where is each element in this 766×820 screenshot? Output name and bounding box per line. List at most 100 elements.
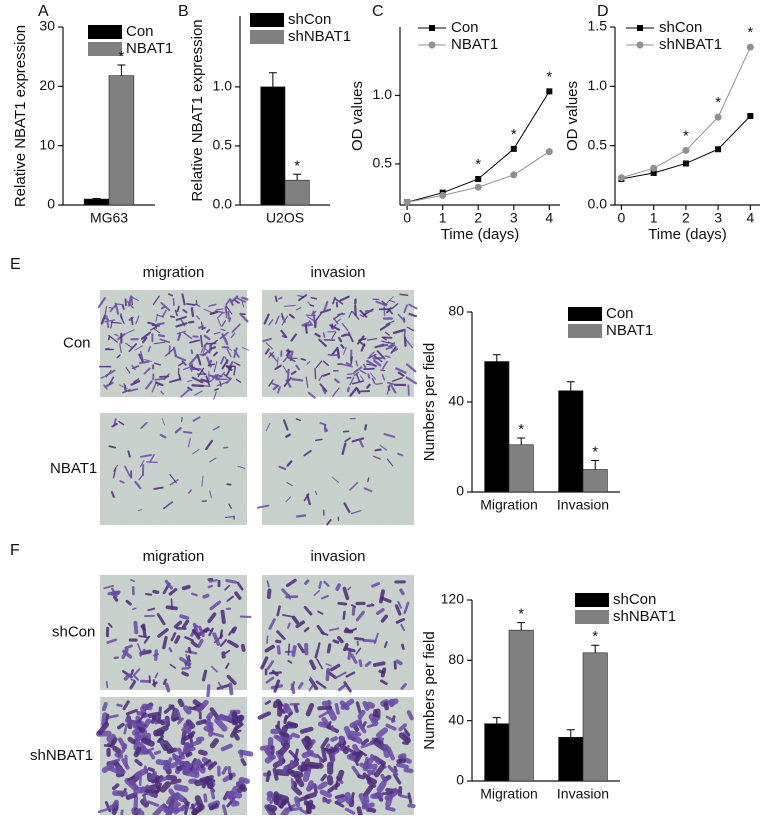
x-axis-label: Time (days) [441, 226, 520, 243]
cell [186, 708, 189, 712]
cell [159, 335, 164, 336]
cell [341, 739, 342, 742]
legend-marker [637, 42, 644, 49]
cell [275, 770, 277, 779]
error-bar [269, 73, 277, 87]
micrograph [99, 697, 251, 815]
error-bar [591, 645, 599, 653]
cell [400, 294, 408, 295]
cell [154, 680, 155, 686]
cell [283, 811, 286, 815]
cell [141, 789, 143, 792]
cell [339, 638, 342, 642]
bar [559, 737, 583, 781]
significance: * [518, 421, 524, 438]
cell [126, 675, 129, 679]
cell [352, 733, 359, 735]
cell [339, 773, 341, 779]
y-axis-label: Numbers per field [421, 343, 438, 461]
cell [142, 626, 144, 629]
cell [383, 669, 385, 675]
cell [208, 686, 209, 697]
cell [270, 672, 281, 673]
legend-marker [637, 25, 643, 31]
cell [163, 784, 168, 789]
cell [162, 742, 165, 743]
cell [324, 333, 325, 337]
cell [380, 784, 384, 790]
legend-marker [429, 25, 435, 31]
y-tick-label: 0 [456, 483, 464, 499]
cell [364, 640, 375, 641]
cell [329, 750, 336, 752]
cell [204, 596, 207, 597]
cell [122, 811, 123, 815]
micrograph-grain [100, 413, 247, 525]
cell [405, 338, 406, 346]
cell [192, 364, 193, 371]
legend-swatch [88, 25, 122, 39]
cell [339, 798, 345, 801]
error-bar [591, 461, 599, 470]
cell [208, 718, 209, 725]
cell [319, 707, 330, 708]
cell [192, 308, 193, 316]
error-bar [517, 623, 525, 631]
cell [106, 715, 108, 723]
cell [115, 597, 117, 600]
cell [164, 638, 166, 648]
bar [109, 76, 134, 205]
cell [337, 796, 343, 798]
cell [269, 793, 270, 799]
cell [156, 323, 163, 324]
cell [292, 379, 302, 380]
micrograph [100, 413, 247, 525]
x-tick-label: MG63 [90, 210, 128, 226]
cell [243, 646, 244, 650]
cell [171, 316, 174, 317]
cell [294, 618, 297, 623]
panel-letter: C [372, 3, 384, 20]
cell [401, 590, 403, 593]
legend-label: shNBAT1 [613, 608, 676, 625]
bar [509, 630, 533, 781]
cell [363, 740, 367, 743]
cell [213, 741, 217, 746]
cell [166, 810, 170, 812]
cell [351, 357, 352, 364]
x-tick-label: 2 [682, 210, 690, 226]
cell [177, 787, 186, 789]
cell [310, 764, 321, 766]
legend-swatch [568, 324, 602, 338]
cell [186, 749, 194, 751]
point [475, 176, 481, 182]
cell [145, 707, 150, 708]
cell [119, 769, 123, 772]
cell [241, 780, 247, 782]
error-bar [117, 65, 125, 76]
cell [339, 338, 341, 341]
cell [375, 663, 384, 665]
cell [293, 774, 300, 775]
cell [211, 805, 216, 808]
cell [339, 603, 346, 604]
cell [206, 728, 211, 730]
cell [149, 676, 150, 682]
cell [278, 647, 279, 653]
cell [183, 732, 185, 742]
significance: * [511, 126, 517, 143]
cell [212, 790, 214, 797]
micrograph [99, 290, 249, 399]
column-label: migration [143, 264, 205, 281]
y-tick-label: 1.0 [588, 77, 608, 93]
significance: * [715, 94, 721, 111]
cell [344, 612, 345, 619]
cell [165, 765, 175, 768]
cell [346, 729, 350, 738]
panel-letter: E [10, 256, 21, 273]
cell [352, 605, 355, 607]
cell [398, 765, 407, 767]
point [715, 114, 722, 121]
cell [136, 749, 139, 755]
cell [192, 594, 197, 596]
